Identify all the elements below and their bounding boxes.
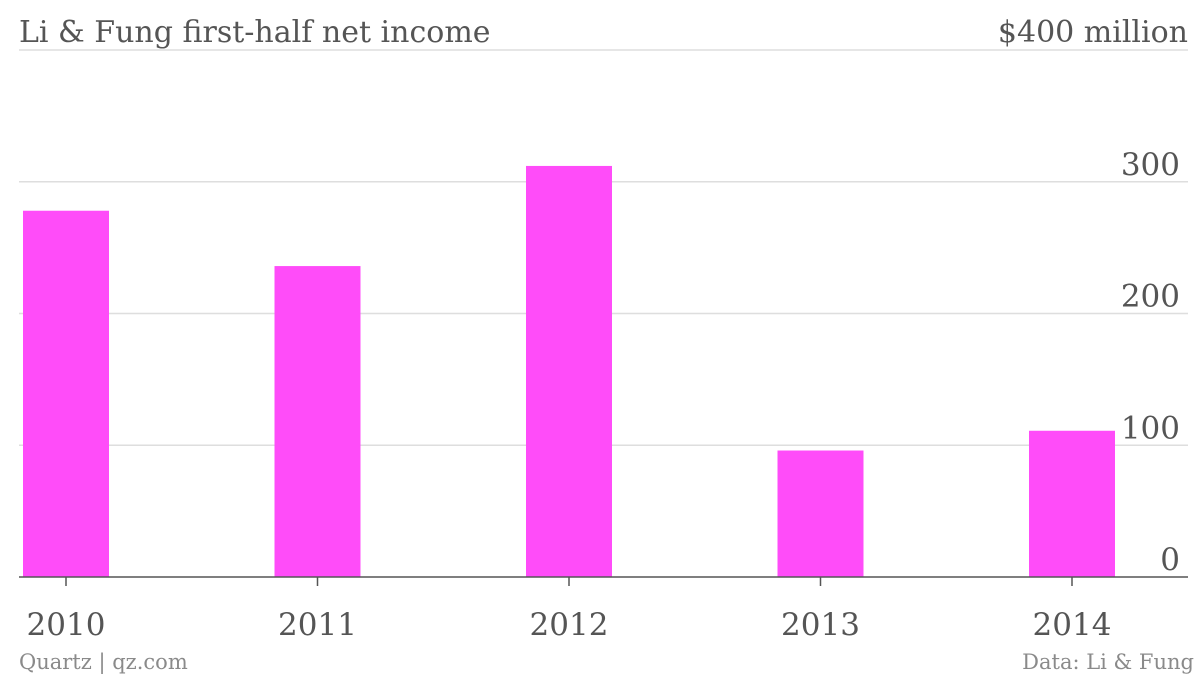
y-tick-label: 0 [1160, 542, 1180, 578]
bar-2012 [526, 165, 612, 577]
bar-2013 [777, 450, 864, 577]
y-axis-ticks: 0 100 200 300 [1121, 147, 1180, 578]
bars [23, 165, 1115, 578]
x-tick-label: 2012 [530, 607, 609, 643]
y-tick-label: 100 [1121, 410, 1180, 446]
source-credit: Quartz | qz.com [19, 650, 188, 675]
bar-2010 [23, 210, 109, 578]
x-tick-label: 2014 [1033, 607, 1112, 643]
y-tick-label: 200 [1121, 279, 1180, 315]
bar-2014 [1029, 430, 1115, 577]
x-tick-label: 2011 [278, 607, 357, 643]
chart-title: Li & Fung first-half net income [19, 15, 491, 50]
y-axis-unit-label: $400 million [998, 15, 1188, 50]
x-axis-ticks: 2010 2011 2012 2013 2014 [27, 577, 1112, 643]
y-tick-label: 300 [1121, 147, 1180, 183]
data-source: Data: Li & Fung [1022, 650, 1194, 674]
x-tick-label: 2010 [27, 607, 106, 643]
x-tick-label: 2013 [781, 607, 860, 643]
bar-2011 [274, 266, 361, 577]
